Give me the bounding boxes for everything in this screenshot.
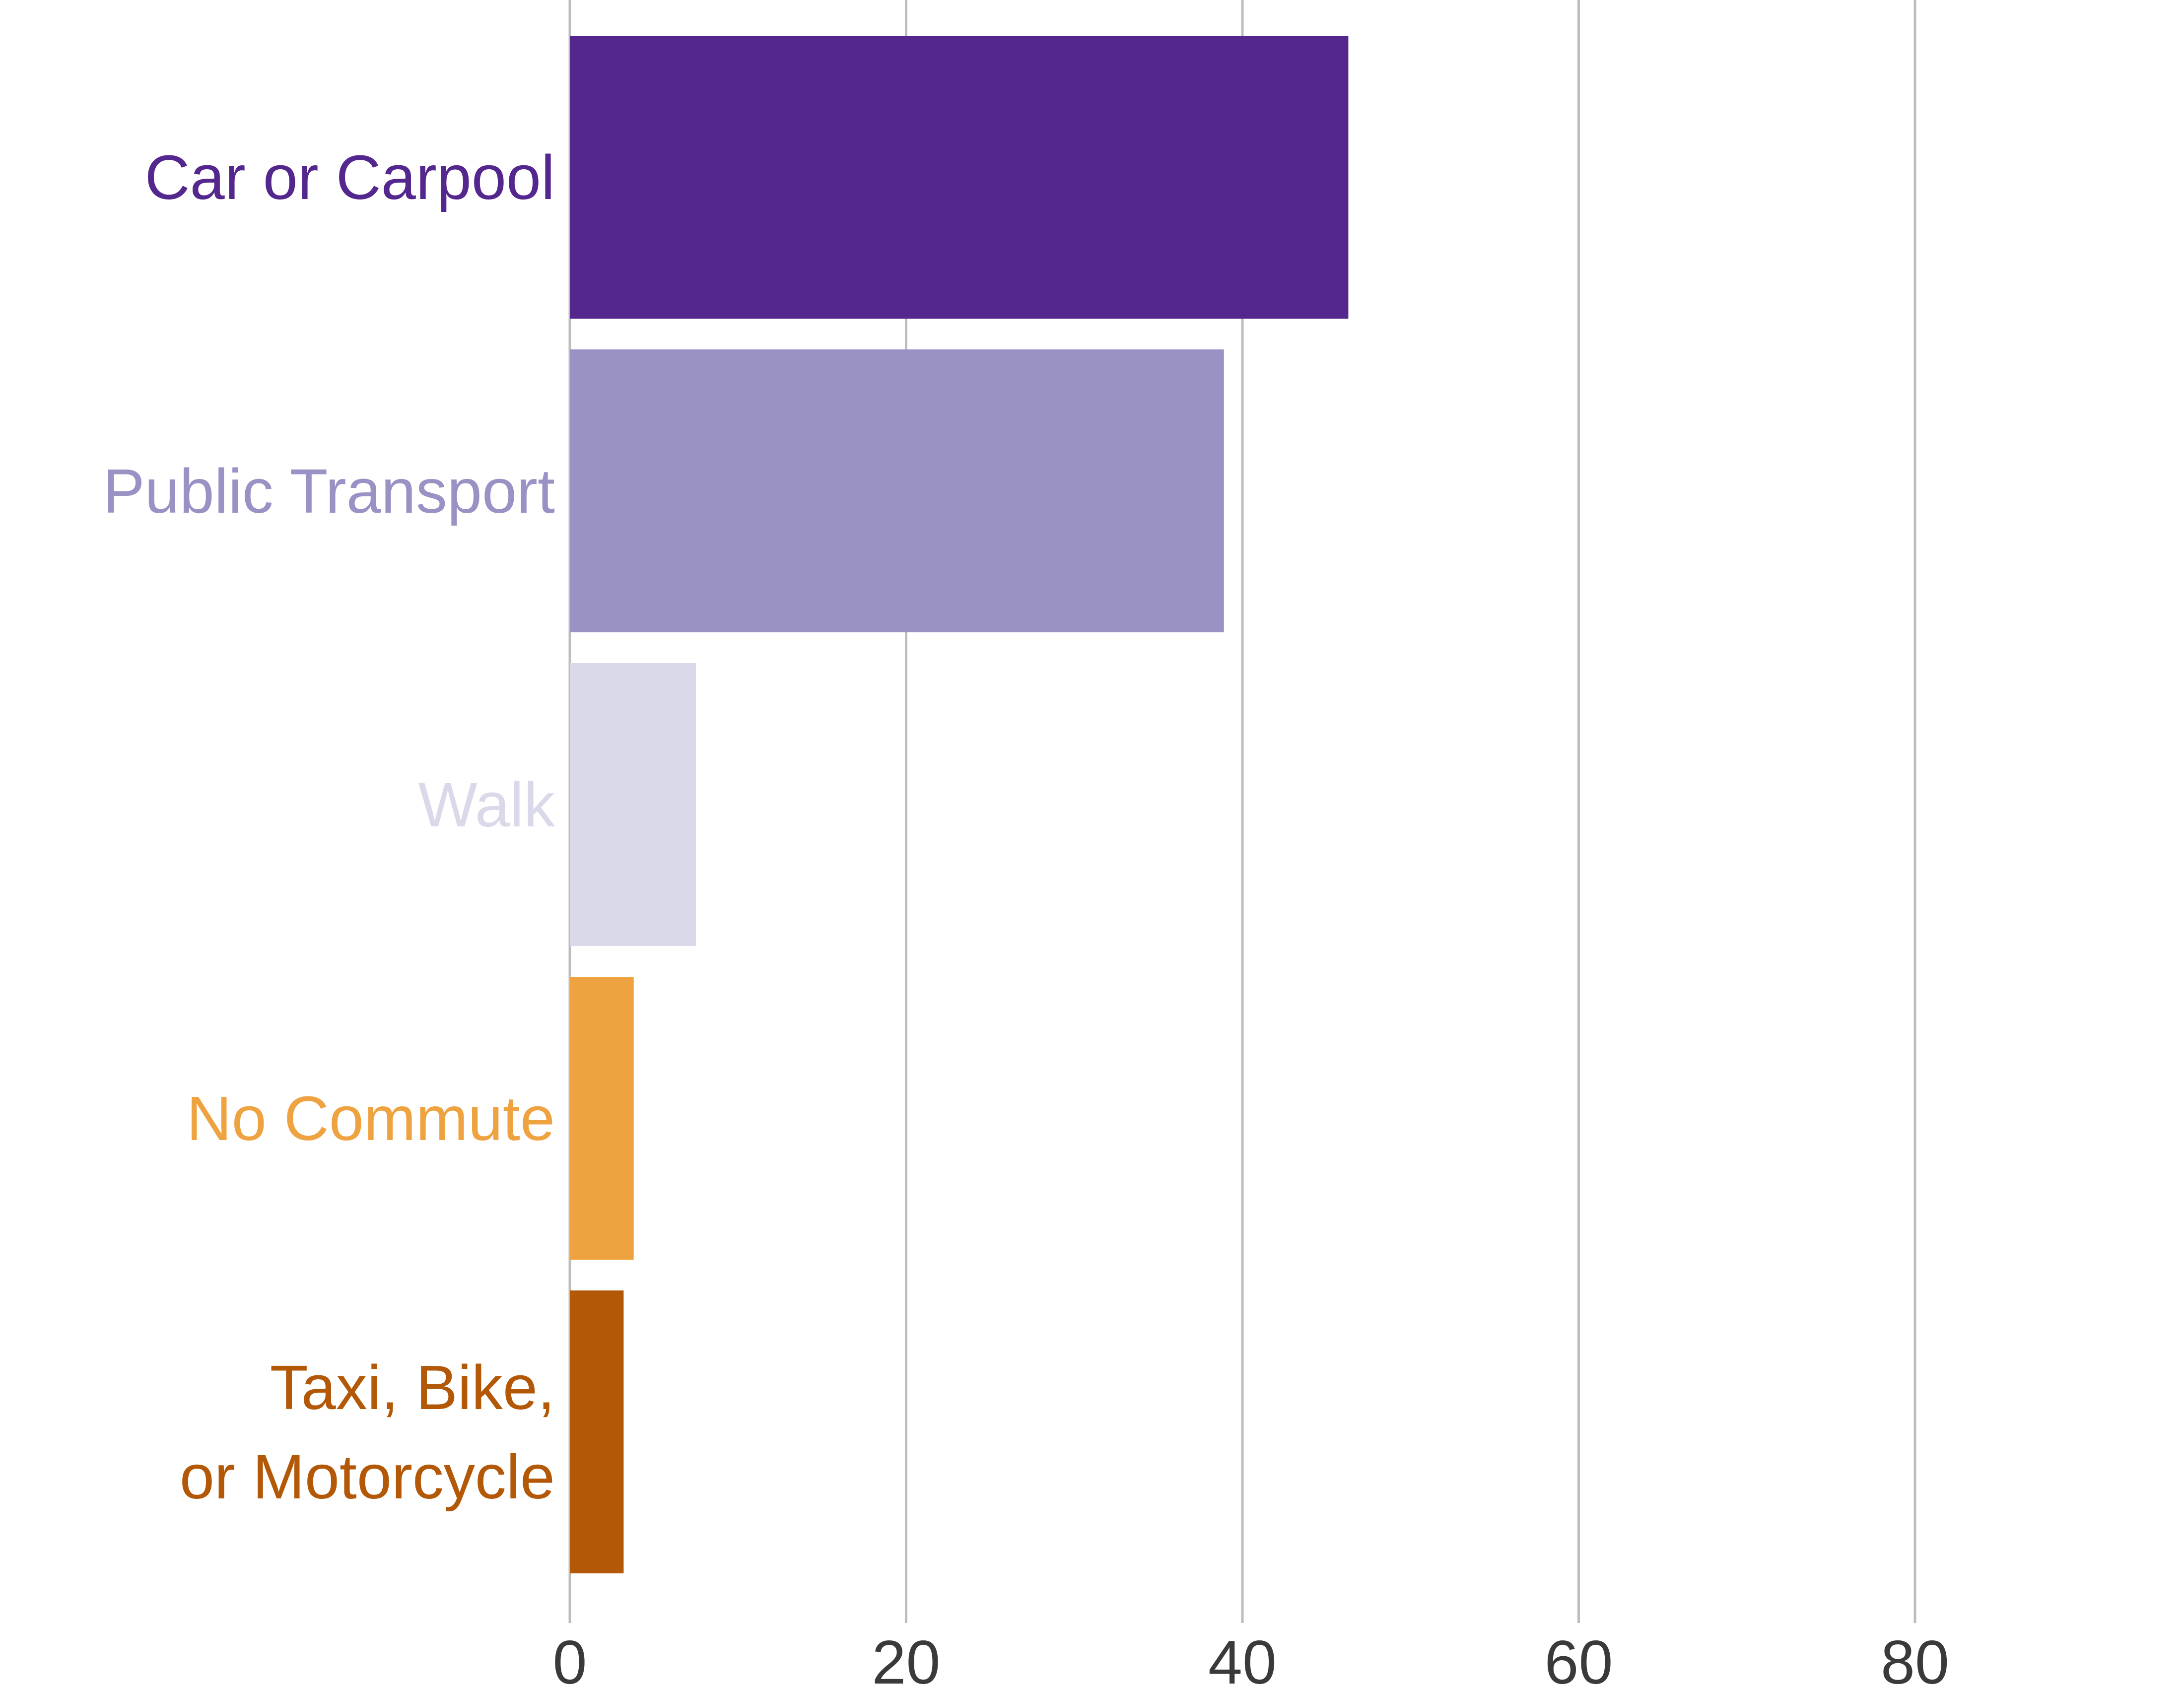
category-label: Car or Carpool bbox=[145, 142, 555, 212]
x-tick-label: 60 bbox=[1545, 1628, 1613, 1688]
bar-no-commute bbox=[570, 977, 634, 1260]
x-tick-label: 20 bbox=[872, 1628, 941, 1688]
x-tick-label: 40 bbox=[1208, 1628, 1277, 1688]
category-labels: Car or Carpool Public Transport Walk No Com… bbox=[103, 142, 555, 1512]
bars bbox=[570, 36, 1349, 1573]
x-tick-label: 80 bbox=[1881, 1628, 1949, 1688]
x-tick-label: 0 bbox=[553, 1628, 587, 1688]
x-tick-labels: 0 20 40 60 80 bbox=[553, 1628, 1949, 1690]
category-label: or Motorcycle bbox=[180, 1442, 555, 1512]
bar-taxi-bike-or-motorcycle bbox=[570, 1290, 624, 1573]
category-label: No Commute bbox=[187, 1083, 555, 1153]
bar-walk bbox=[570, 663, 696, 946]
bar-public-transport bbox=[570, 349, 1224, 632]
category-label: Public Transport bbox=[103, 456, 555, 526]
bar-car-or-carpool bbox=[570, 36, 1349, 319]
category-label: Walk bbox=[418, 770, 555, 840]
category-label: Taxi, Bike, bbox=[270, 1352, 555, 1422]
